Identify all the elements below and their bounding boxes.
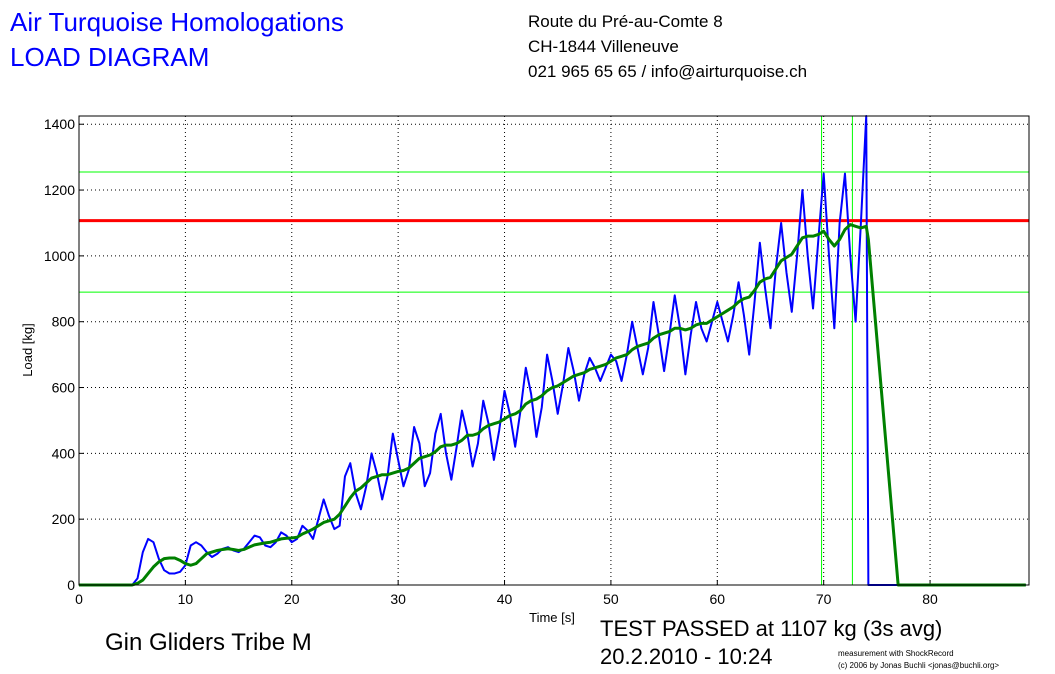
x-tick-label: 50 [603,591,619,607]
x-tick-label: 20 [284,591,300,607]
y-axis-label: Load [kg] [20,323,35,377]
y-tick-label: 200 [52,511,76,527]
credit: (c) 2006 by Jonas Buchli <jonas@buchli.o… [838,661,999,670]
y-tick-label: 1000 [44,248,75,264]
y-tick-label: 1200 [44,182,75,198]
y-tick-label: 800 [52,314,76,330]
x-tick-label: 10 [178,591,194,607]
plot-area [79,116,1029,585]
x-tick-label: 0 [75,591,83,607]
y-tick-label: 600 [52,380,76,396]
x-tick-label: 80 [922,591,938,607]
y-tick-label: 0 [67,577,75,593]
y-tick-label: 400 [52,445,76,461]
x-tick-label: 40 [497,591,513,607]
address-line: CH-1844 Villeneuve [528,37,679,56]
credit: measurement with ShockRecord [838,649,954,658]
data-line [79,223,1026,587]
title: Air Turquoise Homologations [10,7,344,37]
x-tick-label: 60 [710,591,726,607]
test-result: TEST PASSED at 1107 kg (3s avg) [600,616,942,641]
glider-name: Gin Gliders Tribe M [105,629,312,656]
address-line: Route du Pré-au-Comte 8 [528,12,723,31]
plot-frame [78,115,1030,586]
subtitle: LOAD DIAGRAM [10,42,209,72]
data-line [79,115,1026,586]
x-tick-label: 30 [390,591,406,607]
test-date: 20.2.2010 - 10:24 [600,644,772,669]
x-tick-label: 70 [816,591,832,607]
y-tick-label: 1400 [44,116,75,132]
address-line: 021 965 65 65 / info@airturquoise.ch [528,62,807,81]
x-axis-label: Time [s] [529,610,575,625]
